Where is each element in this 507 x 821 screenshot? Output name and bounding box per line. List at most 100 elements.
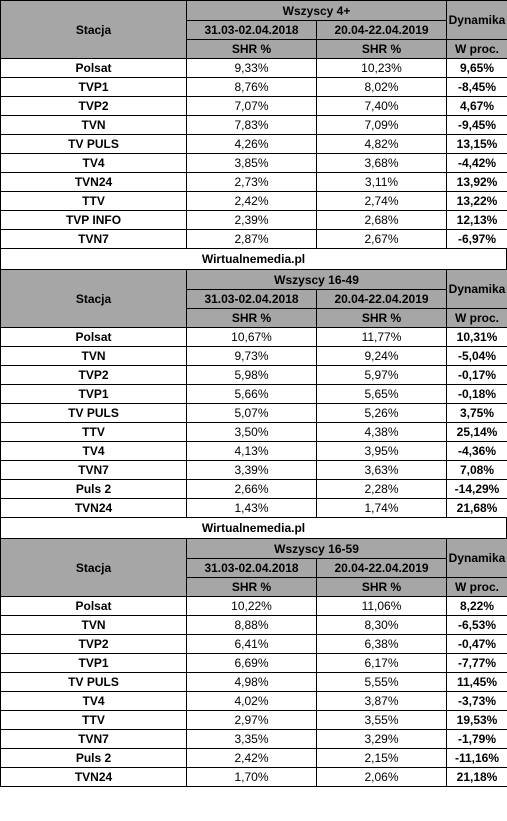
- share-change: 3,75%: [446, 403, 507, 423]
- source-label: Wirtualnemedia.pl: [0, 518, 507, 538]
- share-change: -3,73%: [446, 691, 507, 711]
- station-name: TVP1: [0, 384, 187, 404]
- share-2018: 1,70%: [186, 767, 317, 787]
- share-change: -8,45%: [446, 77, 507, 97]
- station-column-header: Stacja: [0, 269, 187, 328]
- table-row: TVP1 6,69% 6,17% -7,77%: [0, 653, 507, 673]
- percent-change-header: W proc.: [446, 577, 507, 597]
- share-change: 13,92%: [446, 172, 507, 192]
- share-change: -1,79%: [446, 729, 507, 749]
- station-name: TVN: [0, 615, 187, 635]
- share-2018: 2,42%: [186, 191, 317, 211]
- table-row: TV4 4,13% 3,95% -4,36%: [0, 441, 507, 461]
- share-2018: 7,83%: [186, 115, 317, 135]
- station-name: Polsat: [0, 596, 187, 616]
- station-name: TTV: [0, 191, 187, 211]
- dynamics-column-header: Dynamika: [446, 538, 507, 578]
- share-change: -6,97%: [446, 229, 507, 249]
- share-2018: 2,87%: [186, 229, 317, 249]
- share-2018: 4,13%: [186, 441, 317, 461]
- share-2018: 8,88%: [186, 615, 317, 635]
- share-2018: 2,39%: [186, 210, 317, 230]
- station-name: TVN24: [0, 767, 187, 787]
- shr-2018-header: SHR %: [186, 39, 317, 59]
- station-name: TVP1: [0, 77, 187, 97]
- table-row: TVN24 2,73% 3,11% 13,92%: [0, 172, 507, 192]
- station-name: Puls 2: [0, 479, 187, 499]
- share-2018: 9,33%: [186, 58, 317, 78]
- share-2019: 11,77%: [315, 327, 448, 347]
- audience-group-header: Wszyscy 4+: [186, 0, 447, 21]
- ratings-block: Stacja Wszyscy 16-59 Dynamika 31.03-02.04.2…: [0, 538, 507, 787]
- share-2019: 2,68%: [316, 210, 447, 230]
- table-row: TTV 3,50% 4,38% 25,14%: [0, 422, 507, 442]
- share-2019: 3,63%: [315, 460, 448, 480]
- ratings-document: Stacja Wszyscy 4+ Dynamika 31.03-02.04.2018…: [0, 0, 507, 787]
- share-2018: 5,07%: [186, 403, 317, 423]
- dynamics-column-header: Dynamika: [446, 0, 507, 40]
- share-2019: 2,15%: [315, 748, 448, 768]
- period-2018-header: 31.03-02.04.2018: [186, 289, 317, 309]
- station-name: TV PULS: [0, 403, 187, 423]
- share-2018: 5,66%: [186, 384, 317, 404]
- ratings-block: Stacja Wszyscy 4+ Dynamika 31.03-02.04.2018…: [0, 0, 507, 269]
- share-change: -4,42%: [446, 153, 507, 173]
- station-name: Puls 2: [0, 748, 187, 768]
- shr-2019-header: SHR %: [315, 577, 448, 597]
- share-2019: 1,74%: [315, 498, 448, 518]
- ratings-table: Stacja Wszyscy 4+ Dynamika 31.03-02.04.2018…: [0, 0, 507, 249]
- period-2019-header: 20.04-22.04.2019: [315, 558, 448, 578]
- station-name: TVN7: [0, 729, 187, 749]
- share-change: -9,45%: [446, 115, 507, 135]
- audience-group-header: Wszyscy 16-59: [185, 538, 448, 559]
- table-row: TVN 8,88% 8,30% -6,53%: [0, 615, 507, 635]
- table-row: TV4 4,02% 3,87% -3,73%: [0, 691, 507, 711]
- station-name: Polsat: [0, 58, 187, 78]
- share-change: 21,18%: [446, 767, 507, 787]
- share-2019: 2,06%: [315, 767, 448, 787]
- station-name: Polsat: [0, 327, 187, 347]
- period-2019-header: 20.04-22.04.2019: [316, 20, 447, 40]
- share-2019: 11,06%: [315, 596, 448, 616]
- shr-2019-header: SHR %: [315, 308, 448, 328]
- share-2019: 2,28%: [315, 479, 448, 499]
- share-2019: 5,65%: [315, 384, 448, 404]
- share-2018: 7,07%: [186, 96, 317, 116]
- share-2019: 4,38%: [315, 422, 448, 442]
- share-2019: 8,30%: [315, 615, 448, 635]
- station-column-header: Stacja: [0, 0, 187, 59]
- station-name: TVN: [0, 346, 187, 366]
- table-row: TVP2 7,07% 7,40% 4,67%: [0, 96, 507, 116]
- share-change: 21,68%: [446, 498, 507, 518]
- share-change: 13,22%: [446, 191, 507, 211]
- station-name: TV PULS: [0, 134, 187, 154]
- station-name: TV4: [0, 691, 187, 711]
- share-change: -11,16%: [446, 748, 507, 768]
- station-name: TV4: [0, 441, 187, 461]
- ratings-table: Stacja Wszyscy 16-59 Dynamika 31.03-02.04.2…: [0, 538, 507, 787]
- table-row: TTV 2,97% 3,55% 19,53%: [0, 710, 507, 730]
- share-2019: 2,67%: [316, 229, 447, 249]
- source-label: Wirtualnemedia.pl: [0, 249, 507, 269]
- share-change: 7,08%: [446, 460, 507, 480]
- share-2019: 3,55%: [315, 710, 448, 730]
- table-row: Polsat 9,33% 10,23% 9,65%: [0, 58, 507, 78]
- share-2019: 4,82%: [316, 134, 447, 154]
- share-2018: 10,67%: [186, 327, 317, 347]
- table-row: Puls 2 2,66% 2,28% -14,29%: [0, 479, 507, 499]
- station-name: TVP INFO: [0, 210, 187, 230]
- dynamics-column-header: Dynamika: [446, 269, 507, 309]
- station-name: TTV: [0, 422, 187, 442]
- period-2018-header: 31.03-02.04.2018: [186, 20, 317, 40]
- table-row: TVN7 3,39% 3,63% 7,08%: [0, 460, 507, 480]
- share-2018: 1,43%: [186, 498, 317, 518]
- shr-2019-header: SHR %: [316, 39, 447, 59]
- table-row: TVN24 1,43% 1,74% 21,68%: [0, 498, 507, 518]
- share-change: 10,31%: [446, 327, 507, 347]
- shr-2018-header: SHR %: [186, 577, 317, 597]
- table-row: TV4 3,85% 3,68% -4,42%: [0, 153, 507, 173]
- share-2019: 3,87%: [315, 691, 448, 711]
- share-2018: 2,73%: [186, 172, 317, 192]
- station-name: TVN7: [0, 460, 187, 480]
- share-2018: 3,39%: [186, 460, 317, 480]
